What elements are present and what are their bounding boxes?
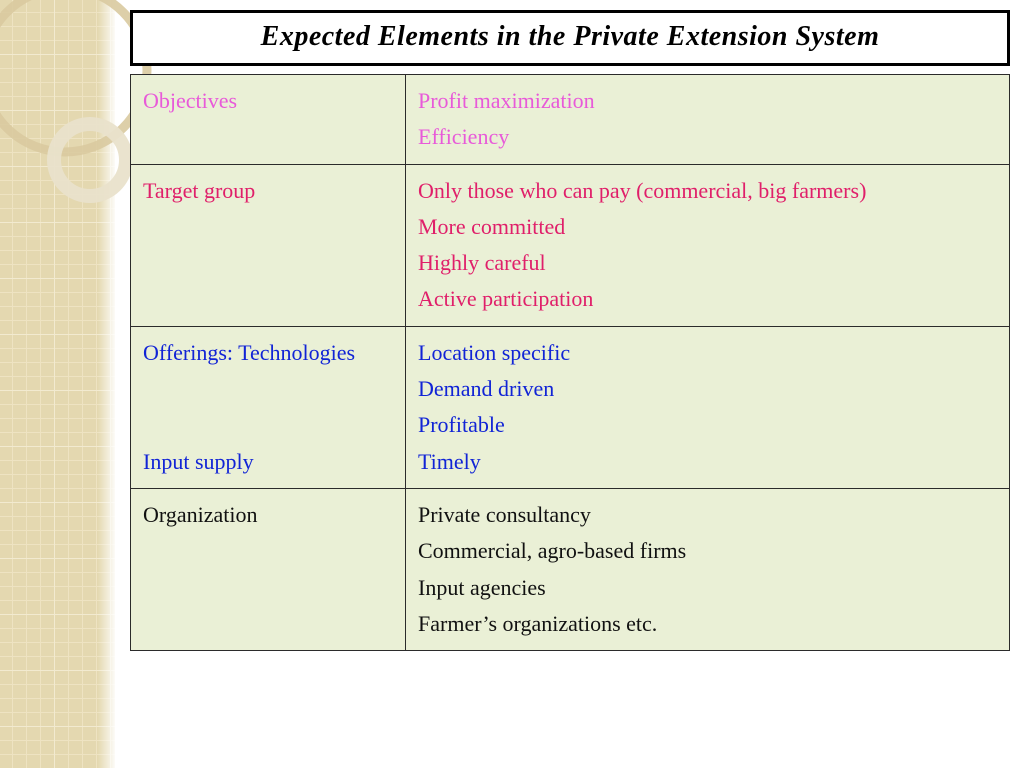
- row-value: Location specific Demand driven Profitab…: [406, 326, 1010, 488]
- row-label: Objectives: [131, 75, 406, 165]
- row-value: Only those who can pay (commercial, big …: [406, 164, 1010, 326]
- row-label: Offerings: Technologies Input supply: [131, 326, 406, 488]
- elements-table: Objectives Profit maximization Efficienc…: [130, 74, 1010, 651]
- slide-content: Expected Elements in the Private Extensi…: [130, 10, 1010, 651]
- row-label: Target group: [131, 164, 406, 326]
- row-value: Private consultancy Commercial, agro-bas…: [406, 488, 1010, 650]
- table-row: Objectives Profit maximization Efficienc…: [131, 75, 1010, 165]
- row-label: Organization: [131, 488, 406, 650]
- slide-title: Expected Elements in the Private Extensi…: [143, 21, 997, 53]
- table-row: Target group Only those who can pay (com…: [131, 164, 1010, 326]
- title-box: Expected Elements in the Private Extensi…: [130, 10, 1010, 66]
- table-row: Organization Private consultancy Commerc…: [131, 488, 1010, 650]
- row-value: Profit maximization Efficiency: [406, 75, 1010, 165]
- table-row: Offerings: Technologies Input supply Loc…: [131, 326, 1010, 488]
- sidebar-decoration: [0, 0, 115, 768]
